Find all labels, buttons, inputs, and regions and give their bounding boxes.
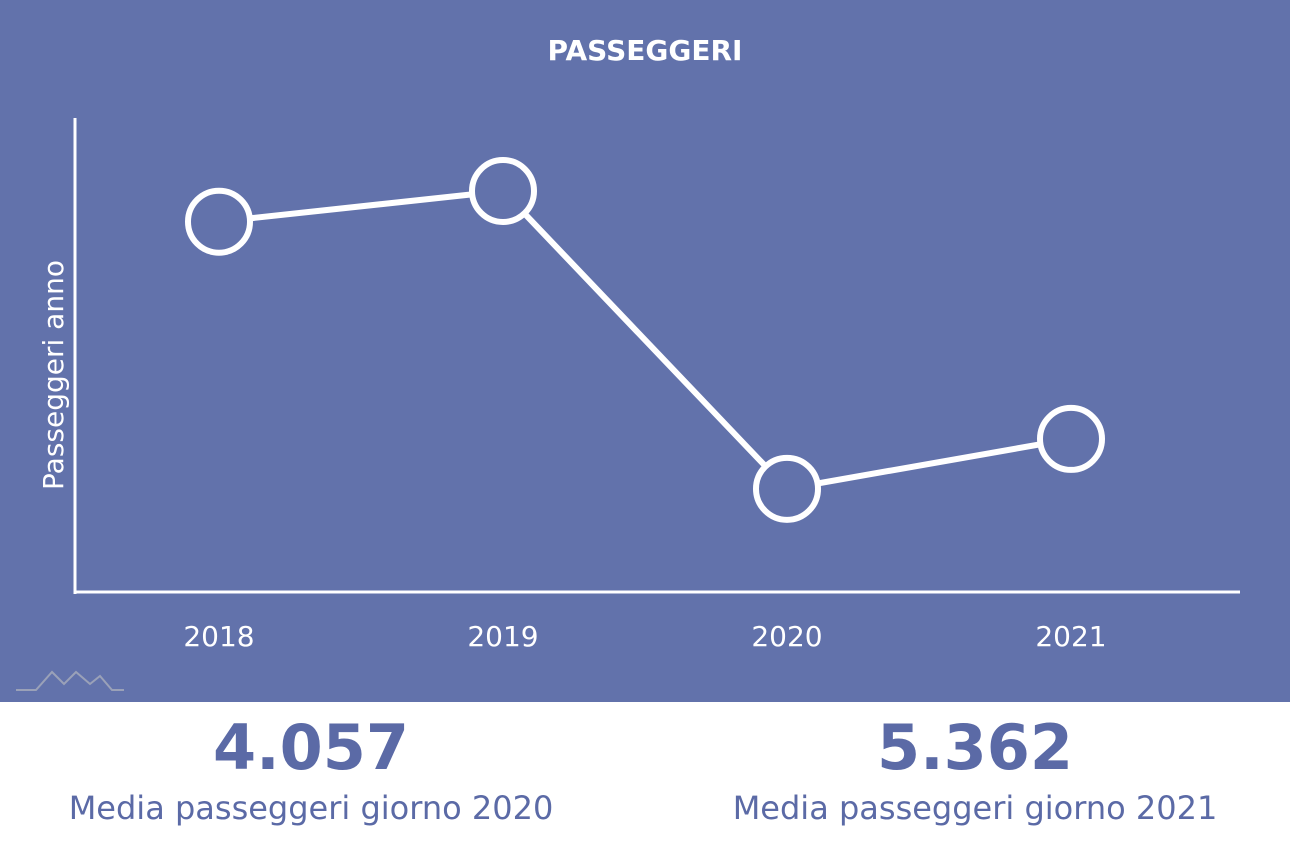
stat-label: Media passeggeri giorno 2021	[733, 789, 1218, 827]
stat-label: Media passeggeri giorno 2020	[69, 789, 554, 827]
point	[185, 187, 253, 256]
x-tick-label: 2018	[183, 620, 254, 653]
stat-value: 5.362	[877, 711, 1073, 784]
logo	[16, 670, 124, 691]
y-axis-label: Passeggeri anno	[37, 260, 70, 490]
chart-title: PASSEGGERI	[548, 34, 743, 67]
point	[1037, 404, 1105, 473]
point	[753, 454, 821, 523]
x-tick-label: 2021	[1035, 620, 1106, 653]
chart-panel	[0, 0, 1290, 702]
point	[469, 157, 537, 226]
x-tick-label: 2019	[467, 620, 538, 653]
line	[218, 187, 1072, 493]
x-tick-label: 2020	[751, 620, 822, 653]
stat-value: 4.057	[213, 711, 409, 784]
